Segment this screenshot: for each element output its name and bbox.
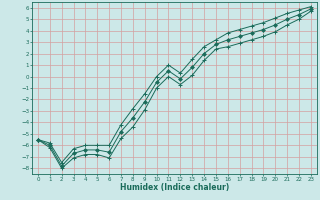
X-axis label: Humidex (Indice chaleur): Humidex (Indice chaleur) [120,183,229,192]
